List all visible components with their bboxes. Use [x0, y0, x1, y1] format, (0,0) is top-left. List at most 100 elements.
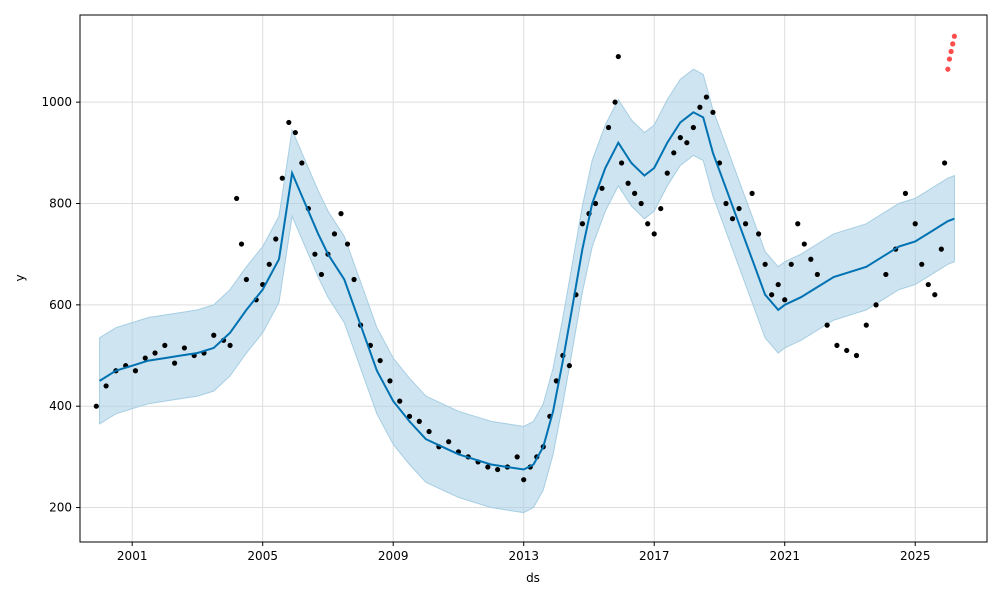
y-tick-label: 600	[49, 298, 72, 312]
observed-point	[132, 368, 139, 374]
observed-point	[912, 221, 918, 227]
observed-point	[142, 355, 148, 361]
observed-point	[331, 231, 338, 237]
observed-point	[873, 302, 879, 308]
observed-point	[632, 190, 638, 196]
x-tick-label: 2005	[247, 549, 278, 563]
observed-point	[273, 236, 279, 242]
observed-point	[553, 378, 559, 384]
observed-point	[181, 345, 188, 351]
y-tick-label: 400	[49, 399, 72, 413]
observed-point	[932, 292, 938, 298]
observed-point	[579, 221, 586, 227]
x-tick-label: 2025	[900, 549, 931, 563]
observed-point	[775, 281, 781, 288]
observed-point	[377, 357, 383, 364]
observed-point	[279, 175, 285, 181]
observed-point	[749, 190, 755, 196]
observed-point	[834, 342, 840, 348]
observed-point	[658, 205, 664, 212]
observed-point	[406, 413, 413, 419]
observed-point	[782, 297, 788, 303]
observed-point	[312, 251, 318, 257]
observed-point	[152, 350, 158, 356]
observed-point	[902, 190, 909, 196]
observed-point	[599, 185, 605, 191]
observed-point	[729, 216, 736, 222]
observed-point	[299, 160, 305, 166]
observed-point	[234, 195, 240, 202]
observed-point	[814, 271, 820, 278]
observed-point	[638, 200, 644, 207]
observed-point	[941, 160, 948, 166]
observed-point	[103, 383, 109, 389]
observed-point	[592, 200, 599, 207]
observed-point	[521, 477, 527, 483]
y-axis-label: y	[13, 274, 27, 281]
observed-point	[756, 231, 762, 237]
observed-point	[824, 322, 830, 328]
x-tick-label: 2021	[769, 549, 800, 563]
plot-frame	[79, 14, 988, 543]
observed-point	[566, 363, 572, 369]
observed-point	[495, 466, 501, 473]
observed-point	[769, 292, 775, 298]
observed-point	[788, 261, 794, 267]
observed-point	[684, 140, 690, 146]
observed-point	[612, 99, 618, 105]
observed-point	[938, 246, 944, 252]
observed-point	[710, 109, 716, 115]
observed-point	[863, 322, 869, 328]
confidence-band-layer	[99, 68, 955, 514]
observed-point	[172, 360, 178, 366]
x-tick-label: 2009	[378, 549, 409, 563]
observed-point	[338, 211, 344, 217]
observed-point	[625, 180, 631, 186]
observed-point	[615, 53, 621, 60]
observed-point	[762, 261, 768, 267]
x-tick-label: 2013	[508, 549, 539, 563]
observed-point	[211, 332, 217, 338]
observed-point	[93, 403, 99, 409]
observed-point	[446, 439, 452, 445]
observed-point	[416, 418, 422, 424]
y-tick-label: 1000	[41, 95, 72, 109]
observed-point	[344, 241, 351, 247]
observed-point	[238, 241, 245, 247]
observed-point	[651, 231, 657, 237]
observed-point	[605, 124, 612, 131]
observed-point	[697, 104, 703, 110]
x-tick-label: 2001	[117, 549, 148, 563]
observed-point	[292, 129, 298, 136]
observed-point	[426, 428, 432, 435]
forecast-line-layer	[99, 111, 955, 471]
observed-point	[723, 200, 729, 207]
highlight-point	[946, 56, 953, 62]
highlight-point	[950, 41, 956, 47]
y-tick-label: 800	[49, 197, 72, 211]
highlight-point	[945, 66, 951, 72]
observed-point	[351, 276, 357, 283]
observed-point	[227, 342, 233, 348]
observed-point	[318, 271, 325, 278]
observed-point	[514, 454, 520, 460]
observed-point	[742, 221, 749, 227]
tick-layer: 2001 2005 2009 2013 2017 2021 2025 200 400 600 800…	[41, 95, 930, 563]
x-tick-label: 2017	[639, 549, 670, 563]
forecast-line	[99, 111, 955, 471]
observed-point	[664, 170, 670, 176]
observed-point	[286, 119, 292, 126]
observed-point	[808, 256, 814, 262]
observed-point	[645, 221, 651, 227]
observed-point	[677, 135, 683, 141]
observed-point	[387, 378, 393, 384]
x-axis-label: ds	[526, 571, 540, 585]
observed-point	[618, 160, 625, 166]
observed-point	[919, 261, 925, 267]
observed-point	[883, 271, 889, 278]
observed-point	[853, 352, 860, 359]
highlight-point	[951, 33, 957, 39]
observed-point	[397, 398, 403, 404]
